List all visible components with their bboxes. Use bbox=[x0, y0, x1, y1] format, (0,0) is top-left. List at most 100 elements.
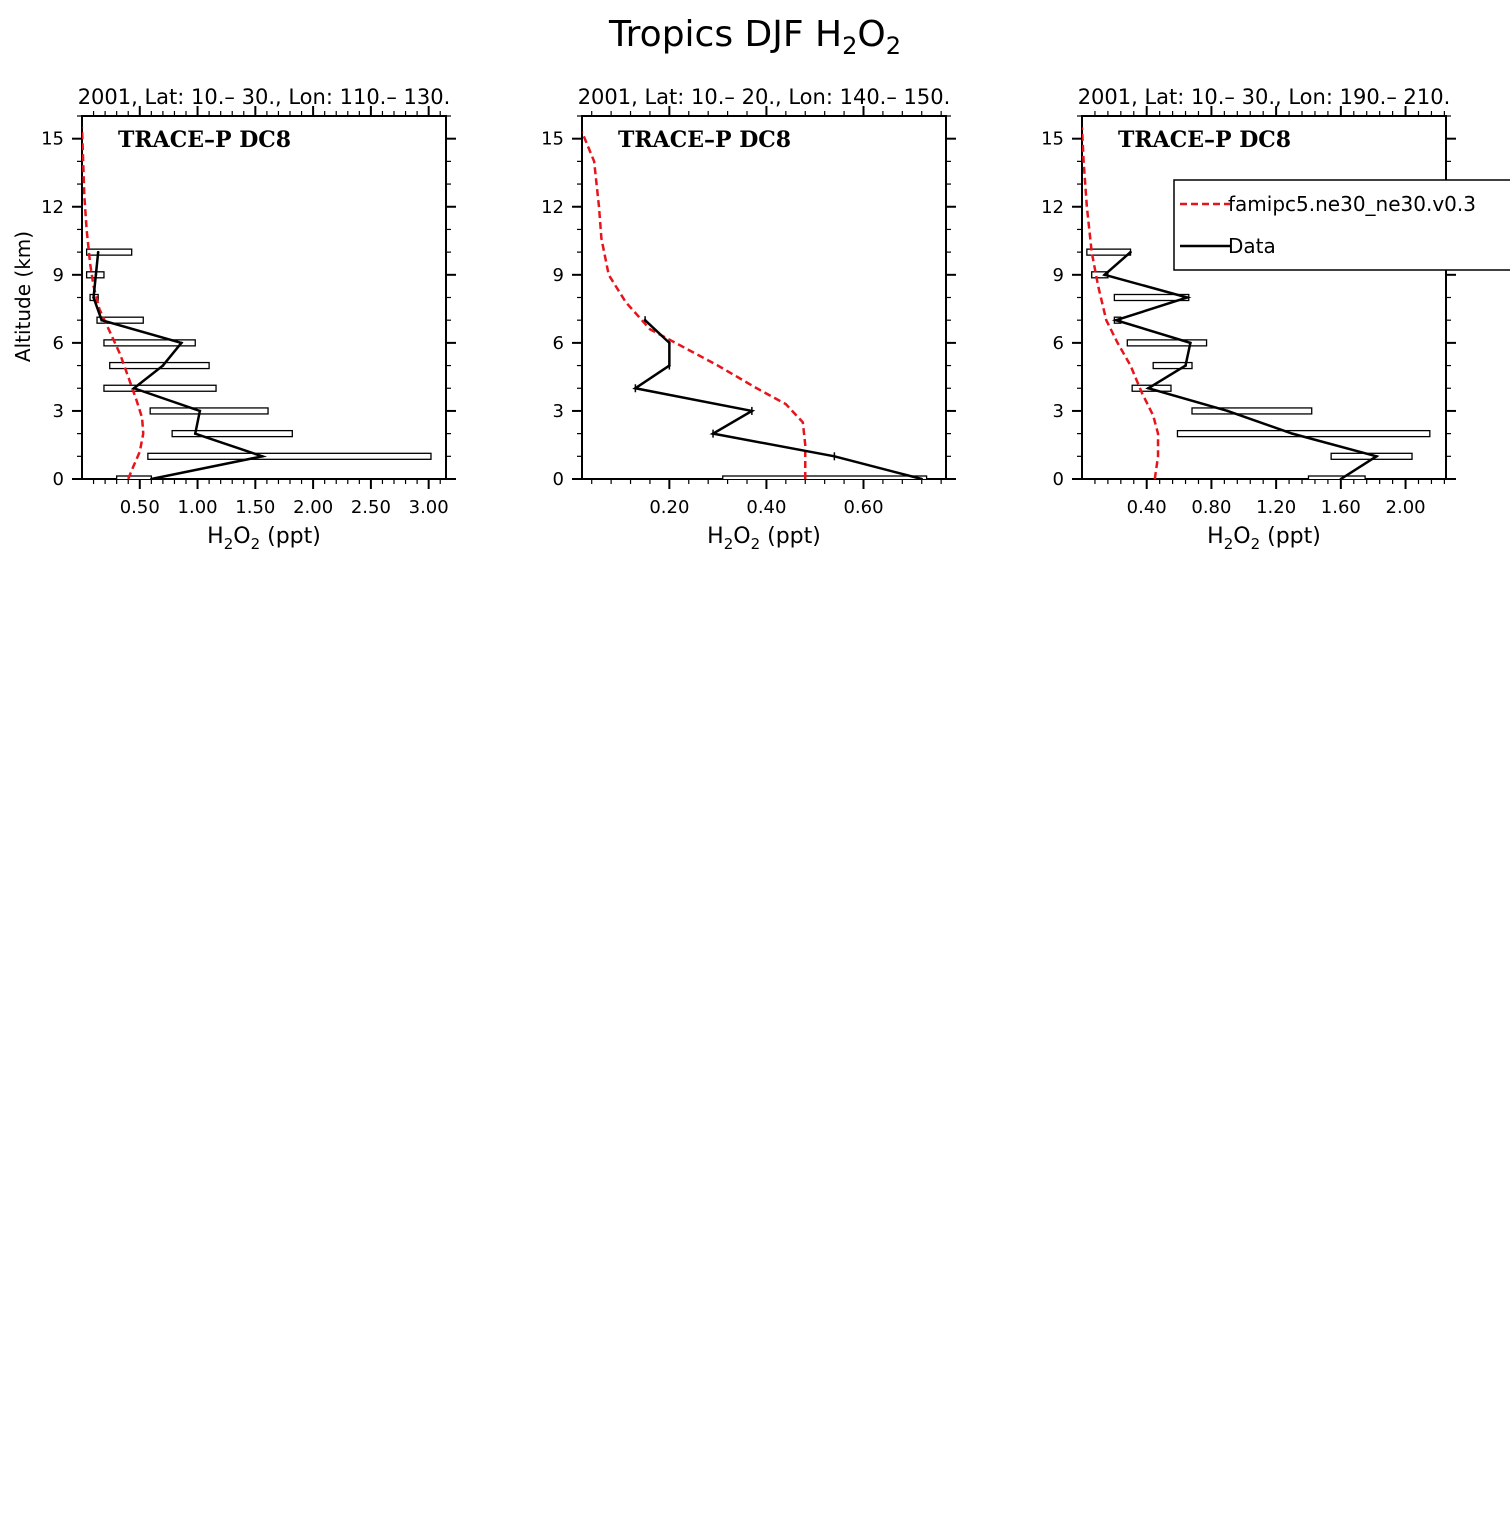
y-tick-label: 15 bbox=[41, 129, 64, 150]
y-tick-label: 0 bbox=[553, 469, 564, 490]
data-point bbox=[260, 455, 264, 458]
y-tick-label: 15 bbox=[541, 129, 564, 150]
x-axis-label: H2O2 (ppt) bbox=[207, 524, 321, 553]
data-point bbox=[1185, 296, 1189, 299]
x-axis-label-main: H bbox=[707, 524, 724, 549]
y-tick-label: 6 bbox=[1053, 333, 1064, 354]
x-tick-label: 3.00 bbox=[409, 497, 449, 518]
data-range-box bbox=[116, 475, 152, 479]
data-point bbox=[1189, 341, 1192, 345]
data-point bbox=[833, 455, 836, 458]
y-tick-label: 0 bbox=[53, 469, 64, 490]
data-range-box bbox=[103, 339, 196, 347]
panel-2: 0 3 6 9 12 15 0.20 0.40 0.60 2001, Lat: 10.– 20.,… bbox=[541, 85, 956, 553]
campaign-label: TRACE–P DC8 bbox=[1118, 127, 1291, 153]
data-point bbox=[180, 341, 183, 345]
y-tick-label: 12 bbox=[1041, 197, 1064, 218]
data-point bbox=[920, 477, 924, 479]
x-tick-label: 1.60 bbox=[1321, 497, 1361, 518]
x-axis-label-mid: O bbox=[233, 524, 250, 549]
figure-title: Tropics DJF H2O2 bbox=[608, 14, 901, 60]
data-range-box bbox=[149, 407, 269, 415]
legend: famipc5.ne30_ne30.v0.3 Data bbox=[1173, 179, 1510, 271]
data-point bbox=[1114, 318, 1118, 322]
x-axis-label: H2O2 (ppt) bbox=[1207, 524, 1321, 553]
panel-title: 2001, Lat: 10.– 30., Lon: 190.– 210. bbox=[1078, 85, 1451, 109]
x-tick-label: 1.50 bbox=[235, 497, 275, 518]
y-tick-label: 12 bbox=[41, 197, 64, 218]
x-tick-label: 0.20 bbox=[649, 497, 689, 518]
plot-area bbox=[582, 131, 928, 479]
figure-title-sub2: 2 bbox=[886, 32, 901, 60]
panel-3: 0 3 6 9 12 15 0.40 0.80 1.20 1.60 2.00 2001, Lat: 1… bbox=[1041, 85, 1456, 553]
y-tick-label: 3 bbox=[553, 401, 564, 422]
panel-title: 2001, Lat: 10.– 30., Lon: 110.– 130. bbox=[78, 85, 451, 109]
data-point bbox=[132, 386, 136, 390]
x-tick-label: 2.00 bbox=[1386, 497, 1426, 518]
y-tick-label: 3 bbox=[53, 401, 64, 422]
y-tick-label: 9 bbox=[1053, 265, 1064, 286]
x-tick-label: 1.20 bbox=[1256, 497, 1296, 518]
x-axis-label-sub: 2 bbox=[1251, 535, 1261, 553]
data-point bbox=[100, 318, 103, 322]
data-point bbox=[161, 364, 165, 367]
plot-frame bbox=[81, 115, 447, 480]
data-point bbox=[668, 364, 671, 367]
x-axis-label-sub: 2 bbox=[724, 535, 734, 553]
y-axis-label: Altitude (km) bbox=[11, 231, 35, 362]
data-point bbox=[1339, 477, 1343, 479]
x-tick-label: 0.40 bbox=[746, 497, 786, 518]
data-point bbox=[1375, 455, 1378, 458]
x-axis-label-sub: 2 bbox=[251, 535, 261, 553]
x-tick-label: 0.80 bbox=[1191, 497, 1231, 518]
model-series-line bbox=[82, 127, 145, 479]
legend-box bbox=[1173, 179, 1510, 271]
x-axis-label-mid: O bbox=[733, 524, 750, 549]
x-tick-label: 0.60 bbox=[843, 497, 883, 518]
data-point bbox=[643, 318, 647, 322]
campaign-label: TRACE–P DC8 bbox=[618, 127, 791, 153]
figure-title-main: Tropics DJF H bbox=[608, 14, 842, 55]
x-axis-label-sub: 2 bbox=[751, 535, 761, 553]
x-tick-label: 2.50 bbox=[351, 497, 391, 518]
legend-model-label: famipc5.ne30_ne30.v0.3 bbox=[1228, 192, 1476, 216]
data-point bbox=[1103, 273, 1106, 277]
y-tick-label: 0 bbox=[1053, 469, 1064, 490]
data-point bbox=[198, 409, 202, 413]
data-point bbox=[668, 341, 671, 345]
campaign-label: TRACE–P DC8 bbox=[118, 127, 291, 153]
legend-data-label: Data bbox=[1228, 234, 1276, 258]
data-range-box bbox=[722, 475, 928, 479]
y-tick-label: 12 bbox=[541, 197, 564, 218]
figure-title-sub1: 2 bbox=[842, 32, 857, 60]
data-range-box bbox=[103, 384, 217, 392]
data-range-box bbox=[1191, 407, 1313, 415]
data-range-box bbox=[96, 316, 144, 324]
x-tick-label: 2.00 bbox=[293, 497, 333, 518]
y-tick-label: 6 bbox=[53, 333, 64, 354]
data-point bbox=[193, 432, 197, 435]
data-range-box bbox=[1126, 339, 1208, 347]
x-axis-label-sub: 2 bbox=[1224, 535, 1234, 553]
data-point bbox=[94, 273, 98, 277]
y-tick-label: 15 bbox=[1041, 129, 1064, 150]
plot-area bbox=[82, 127, 432, 479]
data-point bbox=[634, 386, 637, 390]
plot-area bbox=[1082, 127, 1431, 479]
data-series-line bbox=[1102, 251, 1380, 479]
x-axis-label-mid: O bbox=[1233, 524, 1250, 549]
data-range-box bbox=[1152, 361, 1193, 370]
plot-frame bbox=[581, 115, 947, 480]
data-point bbox=[750, 409, 754, 413]
y-tick-label: 3 bbox=[1053, 401, 1064, 422]
data-range-box bbox=[1086, 248, 1132, 256]
x-axis-label-main: H bbox=[1207, 524, 1224, 549]
data-point bbox=[1226, 409, 1229, 413]
data-point bbox=[711, 432, 715, 435]
data-series-line bbox=[632, 319, 923, 479]
data-point bbox=[92, 296, 95, 299]
x-axis-label-tail: (ppt) bbox=[1260, 524, 1321, 549]
x-axis-label: H2O2 (ppt) bbox=[707, 524, 821, 553]
panel-title: 2001, Lat: 10.– 20., Lon: 140.– 150. bbox=[578, 85, 951, 109]
data-range-box bbox=[85, 248, 133, 256]
